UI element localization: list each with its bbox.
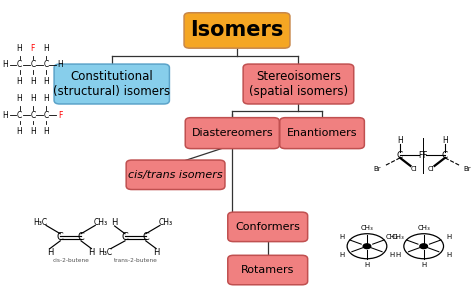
Text: CH₃: CH₃	[386, 234, 399, 240]
Text: H: H	[30, 127, 36, 136]
Text: cis-2-butene: cis-2-butene	[52, 258, 89, 263]
FancyBboxPatch shape	[280, 118, 365, 149]
Text: C: C	[397, 151, 403, 160]
FancyBboxPatch shape	[243, 64, 354, 104]
Text: H: H	[30, 77, 36, 86]
Text: Conformers: Conformers	[235, 222, 300, 232]
FancyBboxPatch shape	[228, 212, 308, 242]
Text: C: C	[30, 60, 36, 69]
Text: H: H	[442, 136, 448, 145]
Text: H₃C: H₃C	[98, 248, 112, 257]
Text: Constitutional
(structural) isomers: Constitutional (structural) isomers	[53, 70, 170, 98]
Text: C: C	[122, 232, 128, 242]
Text: H: H	[396, 252, 401, 258]
Text: CH₃: CH₃	[417, 225, 430, 231]
Text: Stereoisomers
(spatial isomers): Stereoisomers (spatial isomers)	[249, 70, 348, 98]
Circle shape	[363, 244, 371, 248]
Text: C: C	[44, 60, 49, 69]
Text: cis/trans isomers: cis/trans isomers	[128, 170, 223, 180]
Text: C: C	[30, 111, 36, 120]
Text: CH₃: CH₃	[94, 218, 108, 227]
Text: C: C	[17, 60, 22, 69]
Text: H: H	[88, 248, 95, 257]
Text: H: H	[397, 136, 403, 145]
Text: C: C	[78, 232, 84, 242]
Text: Rotamers: Rotamers	[241, 265, 294, 275]
Text: F: F	[418, 151, 422, 160]
Text: H: H	[447, 234, 452, 240]
FancyBboxPatch shape	[184, 13, 290, 48]
Text: H: H	[30, 94, 36, 103]
FancyBboxPatch shape	[54, 64, 169, 104]
FancyBboxPatch shape	[228, 255, 308, 285]
Text: CH₃: CH₃	[159, 218, 173, 227]
Text: H: H	[153, 248, 159, 257]
Text: H: H	[17, 44, 22, 53]
Circle shape	[420, 244, 428, 248]
Text: C: C	[17, 111, 22, 120]
Text: H: H	[17, 77, 22, 86]
Text: H: H	[2, 111, 8, 120]
Text: F: F	[422, 151, 427, 160]
Text: H: H	[43, 44, 49, 53]
Text: H: H	[421, 262, 426, 268]
Text: H₃C: H₃C	[33, 218, 47, 227]
Text: Cl: Cl	[428, 166, 434, 172]
Text: H: H	[2, 60, 8, 69]
Text: C: C	[142, 232, 149, 242]
Text: H: H	[339, 234, 344, 240]
Text: trans-2-butene: trans-2-butene	[113, 258, 157, 263]
FancyBboxPatch shape	[185, 118, 279, 149]
Text: H: H	[43, 77, 49, 86]
Text: CH₃: CH₃	[392, 234, 405, 240]
Text: Diastereomers: Diastereomers	[191, 128, 273, 138]
Text: F: F	[58, 111, 63, 120]
Text: H: H	[111, 218, 118, 227]
Text: H: H	[58, 60, 64, 69]
Text: Cl: Cl	[411, 166, 418, 172]
Text: H: H	[17, 94, 22, 103]
Text: CH₃: CH₃	[361, 225, 374, 231]
Text: H: H	[365, 262, 370, 268]
Text: Br: Br	[374, 166, 381, 172]
Text: H: H	[339, 252, 344, 258]
Text: F: F	[31, 44, 35, 53]
Text: H: H	[46, 248, 53, 257]
Text: Enantiomers: Enantiomers	[287, 128, 357, 138]
Text: H: H	[43, 94, 49, 103]
Text: H: H	[447, 252, 452, 258]
Text: Br: Br	[464, 166, 472, 172]
FancyBboxPatch shape	[126, 160, 225, 190]
Text: C: C	[57, 232, 64, 242]
Text: C: C	[44, 111, 49, 120]
Text: H: H	[390, 252, 395, 258]
Text: H: H	[17, 127, 22, 136]
Text: Isomers: Isomers	[191, 20, 283, 40]
Text: C: C	[442, 151, 448, 160]
Text: H: H	[43, 127, 49, 136]
